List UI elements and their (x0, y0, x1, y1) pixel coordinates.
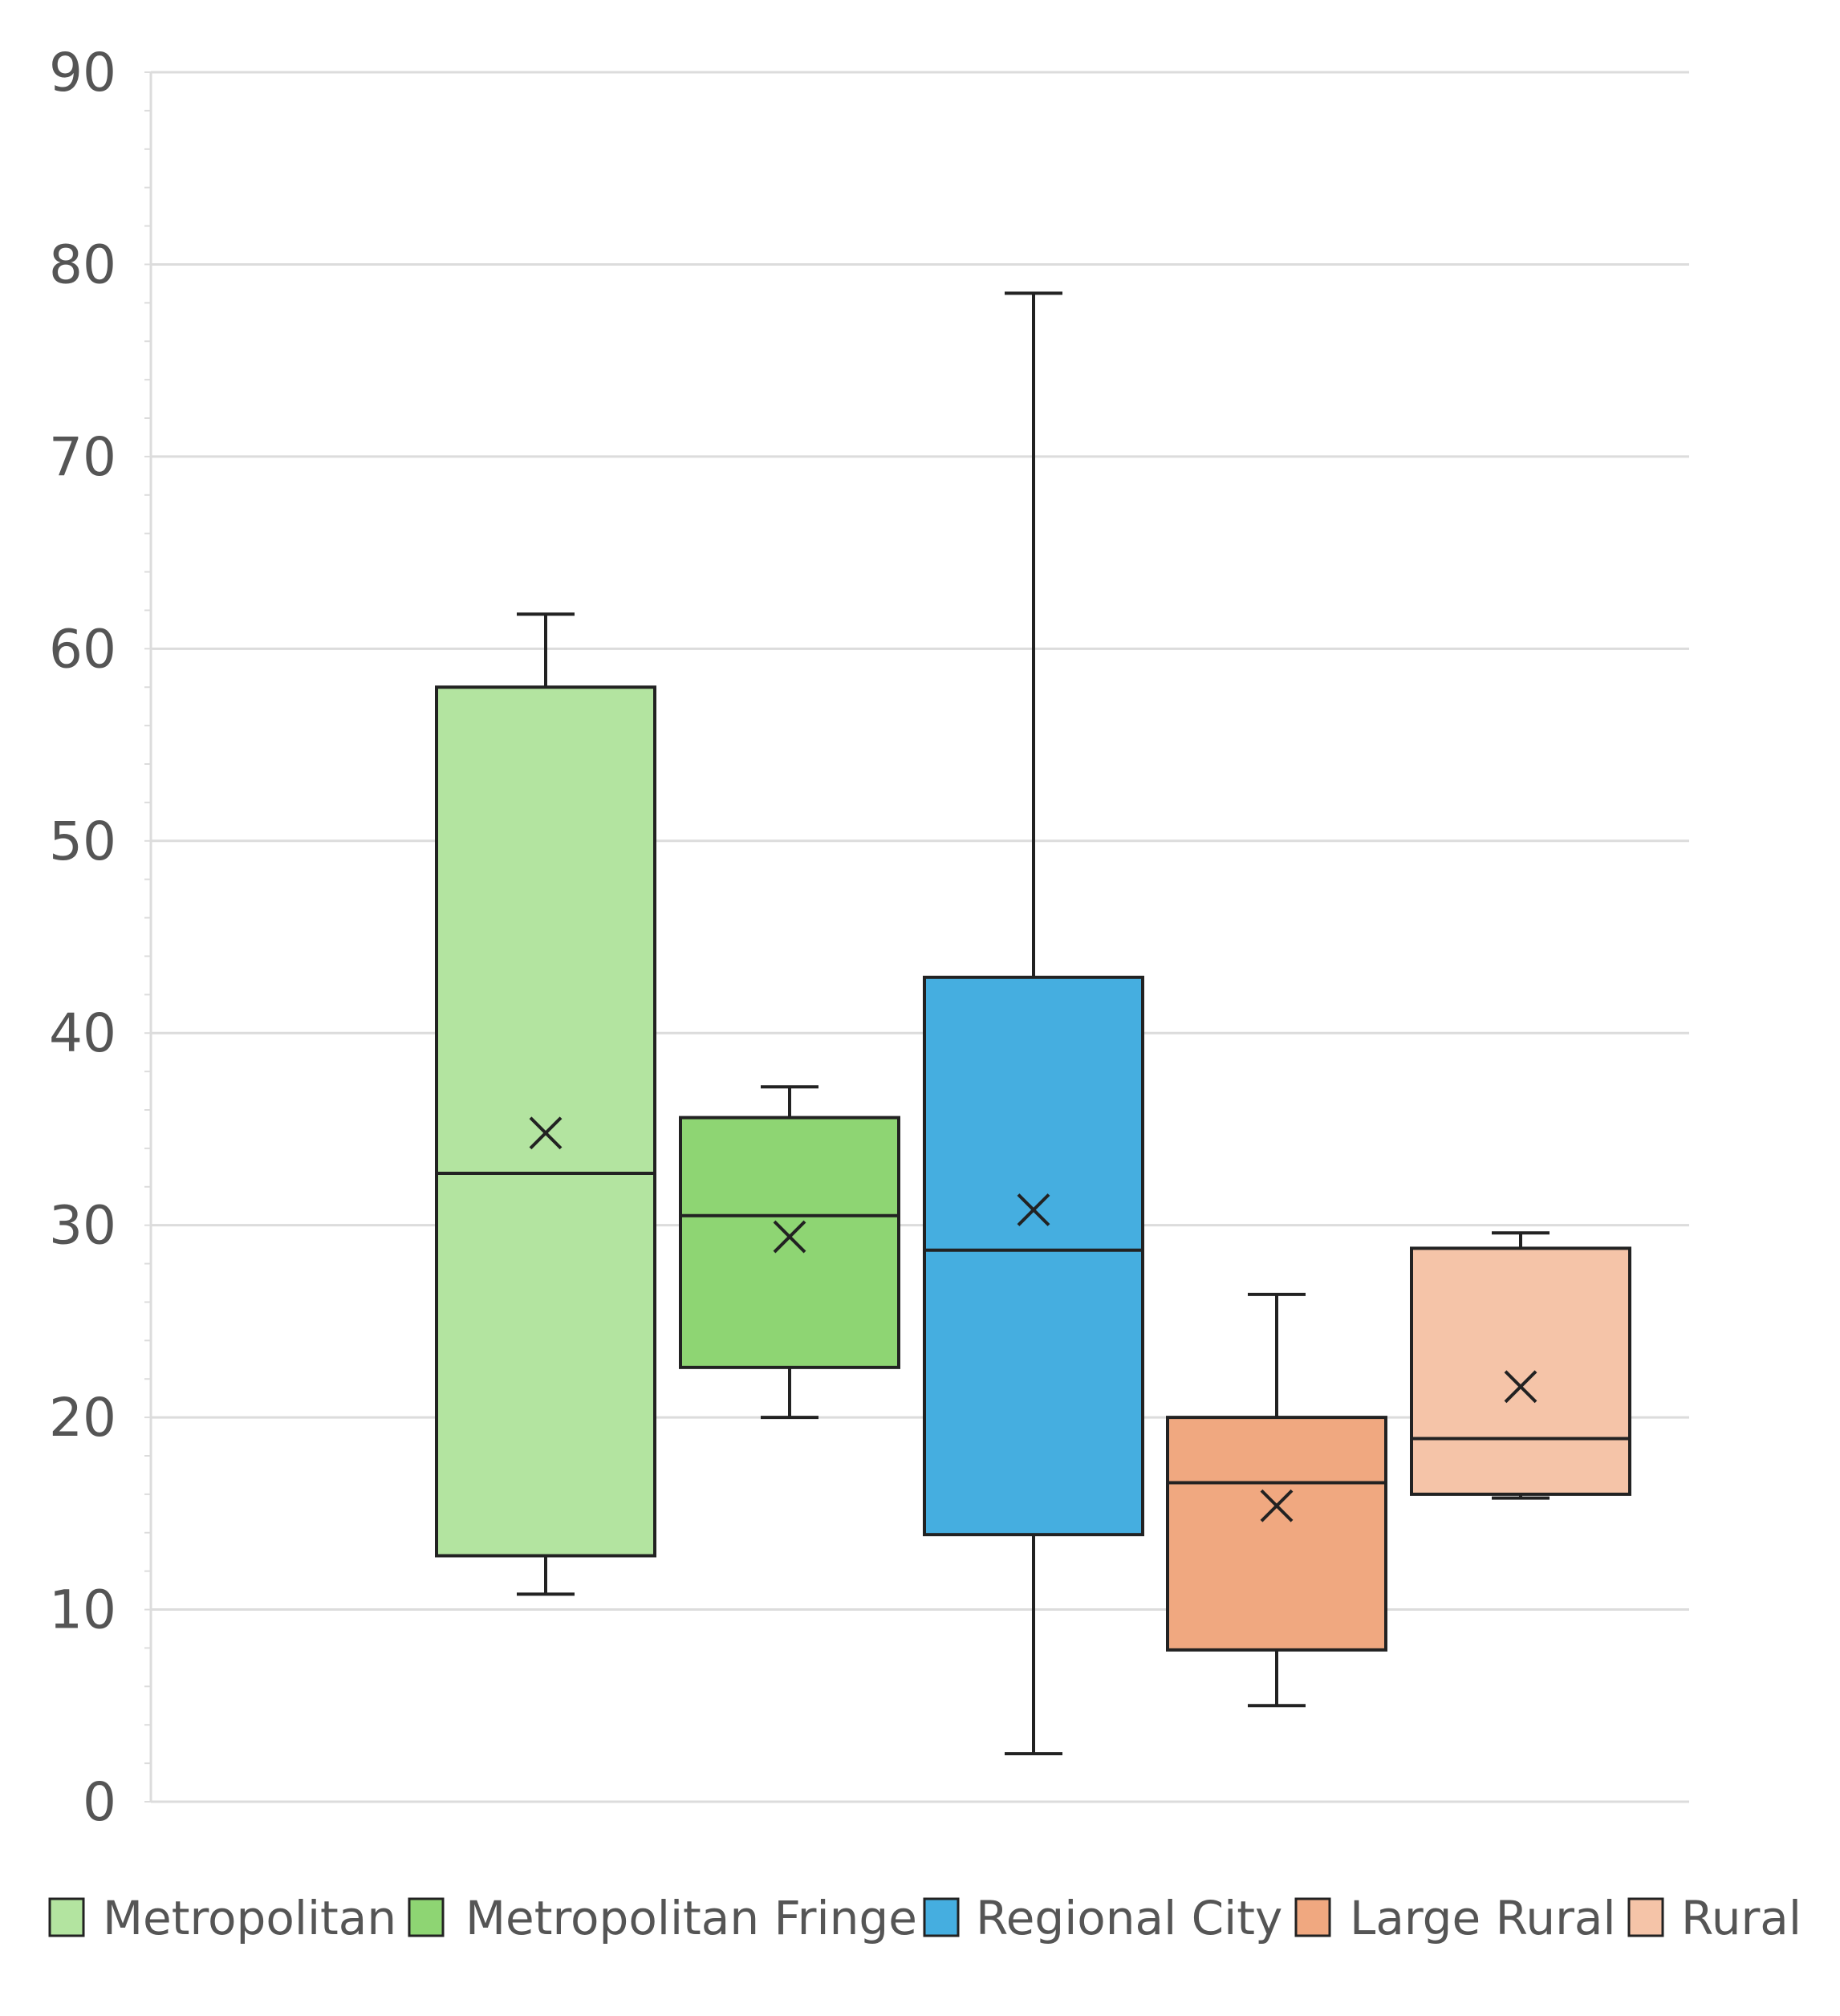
box-iqr (435, 685, 656, 1558)
box-iqr (1410, 1246, 1631, 1496)
y-tick-label: 30 (49, 1195, 116, 1257)
box-regional-city (923, 291, 1144, 1756)
legend-swatch (1294, 1897, 1331, 1937)
legend-item: Metropolitan Fringe (408, 1891, 917, 1945)
legend-label: Large Rural (1350, 1891, 1616, 1945)
legend-swatch (48, 1897, 85, 1937)
mean-marker (529, 1116, 563, 1150)
y-tick-label: 40 (49, 1002, 116, 1064)
mean-marker (1017, 1193, 1050, 1226)
y-tick-label: 20 (49, 1387, 116, 1449)
y-tick-label: 80 (49, 234, 116, 295)
y-tick-label: 10 (49, 1579, 116, 1641)
gridlines (151, 71, 1689, 1803)
box-large-rural (1166, 1292, 1387, 1708)
legend-label: Metropolitan (103, 1891, 396, 1945)
legend-swatch (923, 1897, 960, 1937)
y-tick-label: 50 (49, 811, 116, 872)
boxes (435, 291, 1631, 1756)
mean-marker (773, 1220, 806, 1254)
legend-item: Metropolitan (48, 1891, 396, 1945)
legend-item: Rural (1627, 1891, 1801, 1945)
box-rural (1410, 1231, 1631, 1500)
legend-item: Regional City (923, 1891, 1282, 1945)
legend: Metropolitan Metropolitan Fringe Regional … (48, 1891, 1801, 1945)
y-tick-label: 90 (49, 42, 116, 104)
legend-swatch (1627, 1897, 1664, 1937)
mean-marker (1504, 1370, 1537, 1404)
box-iqr (1166, 1416, 1387, 1652)
legend-label: Rural (1681, 1891, 1801, 1945)
box-iqr (679, 1116, 900, 1369)
box-metropolitan (435, 612, 656, 1596)
box-metropolitan-fringe (679, 1085, 900, 1420)
mean-marker (1260, 1489, 1294, 1522)
y-tick-label: 60 (49, 618, 116, 680)
box-iqr (923, 975, 1144, 1537)
legend-item: Large Rural (1294, 1891, 1616, 1945)
y-axis: 0 10 20 30 40 50 60 70 80 90 (49, 42, 152, 1833)
legend-swatch (408, 1897, 445, 1937)
y-tick-label: 70 (49, 426, 116, 488)
legend-label: Metropolitan Fringe (465, 1891, 917, 1945)
legend-label: Regional City (976, 1891, 1282, 1945)
y-tick-label: 0 (83, 1771, 116, 1833)
